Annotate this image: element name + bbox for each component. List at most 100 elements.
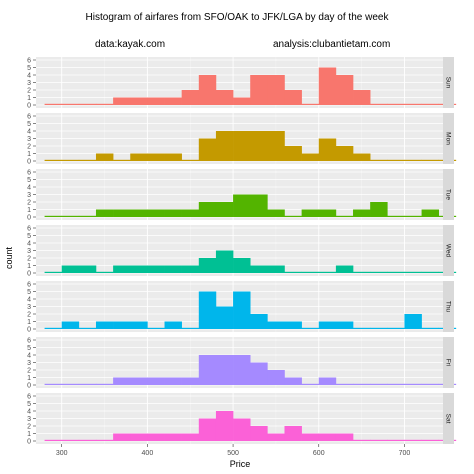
bar-tue-bin-20 [387,215,405,217]
bar-thu-bin-0 [44,327,63,329]
bar-mon-bin-22 [421,159,440,161]
bar-sat-bin-11 [233,418,251,441]
bar-thu-bin-22 [421,327,440,329]
bar-fri-bin-17 [335,383,354,385]
bar-sun-bin-1 [61,103,80,105]
bar-thu-bin-19 [370,327,388,329]
bar-wed-bin-1 [61,265,80,273]
bar-sat-bin-7 [164,433,182,441]
bar-mon-bin-19 [370,159,388,161]
bar-thu-bin-20 [387,327,405,329]
bar-mon-bin-8 [181,159,200,161]
bar-mon-bin-2 [78,159,97,161]
bar-sun-bin-6 [147,97,165,105]
bar-fri-bin-8 [181,377,200,385]
bar-wed-bin-3 [95,271,114,273]
bar-wed-bin-9 [198,258,217,273]
bar-tue-bin-7 [164,209,182,217]
bar-sat-bin-13 [267,433,285,441]
bar-sat-bin-1 [61,439,80,441]
bar-sat-bin-22 [421,439,440,441]
facet-strip-sat [443,393,454,444]
bar-tue-bin-15 [301,209,320,217]
bar-mon-bin-18 [353,153,371,161]
bar-tue-bin-18 [353,209,371,217]
bar-sun-bin-12 [250,75,268,105]
bar-sun-bin-9 [198,75,217,105]
bar-wed-bin-20 [387,271,405,273]
y-tick-label: 1 [27,151,31,158]
bar-mon-bin-14 [284,146,302,161]
subtitle-left: data:kayak.com [95,39,165,50]
bar-wed-bin-16 [318,271,337,273]
facet-strip-tue [443,169,454,220]
bar-tue-bin-14 [284,215,302,217]
bar-sun-bin-21 [404,103,422,105]
y-tick-label: 6 [27,393,31,400]
bar-wed-bin-12 [250,265,268,273]
bar-sun-bin-3 [95,103,114,105]
facet-label-thu: Thu [444,301,451,313]
y-tick-label: 4 [27,184,31,191]
bar-wed-bin-22 [421,271,440,273]
y-tick-label: 0 [27,102,31,109]
y-tick-label: 5 [27,401,31,408]
bar-wed-bin-18 [353,271,371,273]
bar-sat-bin-6 [147,433,165,441]
bar-fri-bin-7 [164,377,182,385]
bar-mon-bin-3 [95,153,114,161]
bar-wed-bin-14 [284,271,302,273]
bar-tue-bin-6 [147,209,165,217]
y-tick-label: 3 [27,192,31,199]
y-tick-label: 3 [27,248,31,255]
bar-tue-bin-21 [404,215,422,217]
bar-mon-bin-5 [130,153,148,161]
bar-wed-bin-17 [335,265,354,273]
bar-tue-bin-9 [198,202,217,217]
y-tick-label: 6 [27,57,31,64]
bar-wed-bin-5 [130,265,148,273]
bar-sun-bin-2 [78,103,97,105]
bar-wed-bin-7 [164,265,182,273]
y-axis-label: count [4,246,14,269]
y-tick-label: 2 [27,311,31,318]
bar-fri-bin-3 [95,383,114,385]
x-axis-label: Price [230,459,251,469]
bar-wed-bin-15 [301,271,320,273]
bar-mon-bin-17 [335,146,354,161]
y-tick-label: 1 [27,207,31,214]
bar-wed-bin-21 [404,271,422,273]
bar-thu-bin-12 [250,314,268,329]
facet-label-wed: Wed [444,244,451,258]
bar-wed-bin-8 [181,265,200,273]
bar-wed-bin-13 [267,265,285,273]
y-tick-label: 4 [27,296,31,303]
bar-thu-bin-11 [233,291,251,329]
bar-thu-bin-10 [215,306,234,329]
y-tick-label: 4 [27,72,31,79]
bar-fri-bin-12 [250,362,268,385]
bar-thu-bin-4 [113,321,131,329]
y-tick-label: 2 [27,367,31,374]
y-tick-label: 3 [27,304,31,311]
bar-fri-bin-14 [284,377,302,385]
bar-wed-bin-10 [215,250,234,273]
bar-tue-bin-16 [318,209,337,217]
bar-thu-bin-13 [267,321,285,329]
x-tick-label: 600 [313,450,325,457]
bar-sun-bin-13 [267,75,285,105]
bar-sun-bin-7 [164,97,182,105]
subtitle-right: analysis:clubantietam.com [273,39,390,50]
bar-sun-bin-4 [113,97,131,105]
bar-mon-bin-10 [215,131,234,161]
bar-wed-bin-2 [78,265,97,273]
bar-wed-bin-4 [113,265,131,273]
bar-mon-bin-12 [250,131,268,161]
chart-title: Histogram of airfares from SFO/OAK to JF… [86,12,390,23]
